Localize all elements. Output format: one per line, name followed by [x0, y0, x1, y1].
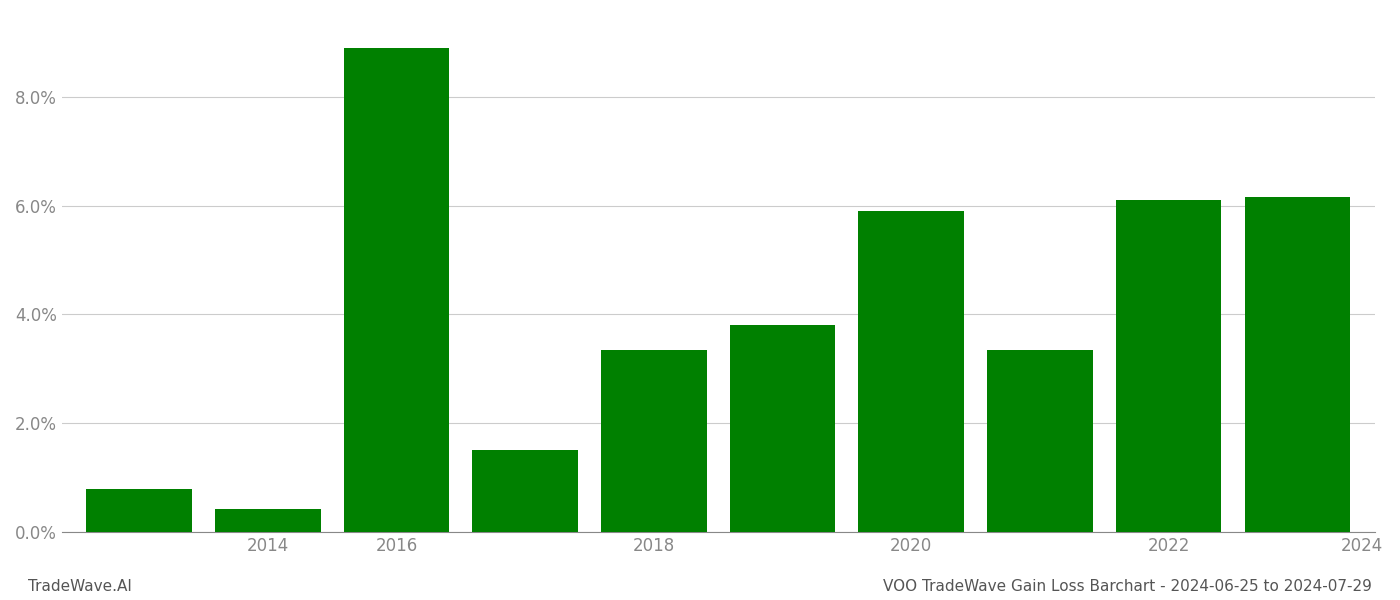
Bar [87, 488, 192, 532]
Bar [216, 509, 321, 532]
Bar [987, 350, 1092, 532]
Text: TradeWave.AI: TradeWave.AI [28, 579, 132, 594]
Bar [601, 350, 707, 532]
Bar [1245, 197, 1350, 532]
Text: VOO TradeWave Gain Loss Barchart - 2024-06-25 to 2024-07-29: VOO TradeWave Gain Loss Barchart - 2024-… [883, 579, 1372, 594]
Bar [858, 211, 965, 532]
Bar [729, 325, 836, 532]
Bar [472, 451, 578, 532]
Bar [1116, 200, 1221, 532]
Bar [343, 47, 449, 532]
